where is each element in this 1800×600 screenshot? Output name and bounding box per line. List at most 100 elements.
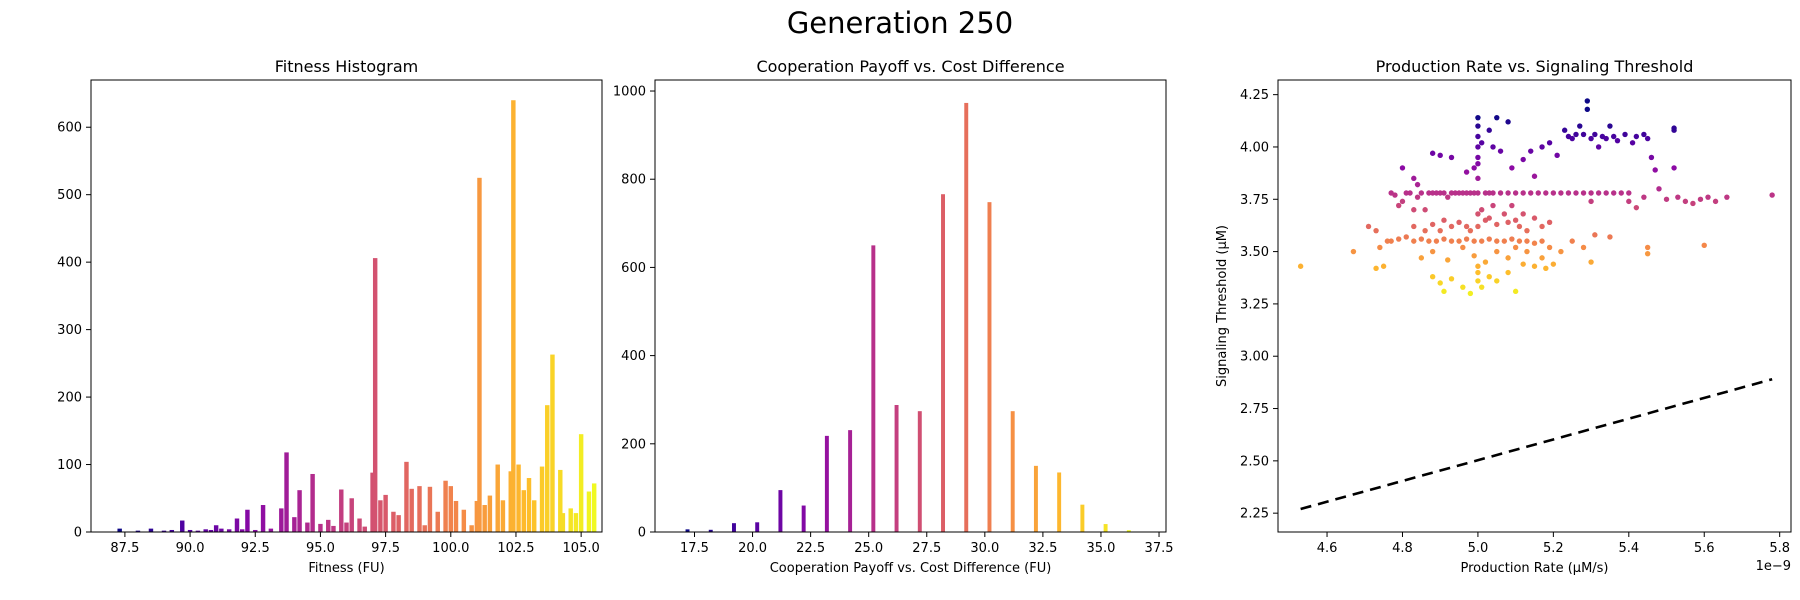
- scatter-point: [1475, 144, 1481, 150]
- axes-frame: [654, 79, 1167, 533]
- x-tick-label: 102.5: [497, 541, 534, 556]
- scatter-point: [1456, 190, 1462, 196]
- scatter-point: [1490, 190, 1496, 196]
- bar: [260, 505, 266, 532]
- y-tick-label: 3.75: [1240, 193, 1269, 208]
- scatter-point: [1520, 261, 1526, 267]
- scatter-point: [1494, 248, 1500, 255]
- scatter-point: [1411, 175, 1417, 182]
- bar: [531, 500, 537, 532]
- bar: [1080, 504, 1085, 532]
- scatter-point: [1588, 135, 1594, 142]
- scatter-point: [1607, 123, 1613, 129]
- scatter-point: [1448, 276, 1455, 282]
- bar: [169, 529, 175, 532]
- scatter-point: [1475, 269, 1481, 276]
- bar: [708, 529, 713, 532]
- x-tick-label: 100.0: [432, 541, 469, 556]
- scatter-point: [1471, 253, 1477, 259]
- scatter-point: [1505, 219, 1511, 225]
- bar: [161, 530, 167, 532]
- bar: [339, 489, 344, 532]
- bar: [469, 525, 474, 532]
- bar: [357, 518, 362, 532]
- scatter-point: [1411, 238, 1417, 244]
- bar: [848, 430, 853, 532]
- x-tick-label: 30.0: [970, 541, 999, 556]
- scatter-point: [1380, 263, 1387, 269]
- y-tick-label: 800: [621, 173, 646, 188]
- scatter-point: [1539, 255, 1545, 261]
- scatter-point: [1607, 234, 1613, 240]
- scatter-point: [1573, 131, 1579, 138]
- scatter-point: [1671, 165, 1677, 171]
- bar: [284, 452, 289, 532]
- bar: [349, 498, 354, 532]
- scatter-point: [1671, 125, 1677, 131]
- x-tick-label: 37.5: [1145, 541, 1174, 556]
- scatter-point: [1350, 248, 1357, 255]
- bar: [427, 486, 433, 532]
- scatter-point: [1475, 223, 1481, 230]
- scatter-point: [1569, 238, 1575, 244]
- bar: [871, 245, 876, 533]
- bar: [245, 509, 250, 532]
- scatter-point: [1569, 135, 1575, 142]
- scatter-point: [1467, 290, 1474, 297]
- bar: [539, 466, 545, 532]
- bar: [187, 529, 193, 532]
- bar: [213, 525, 219, 532]
- scatter-point: [1524, 248, 1530, 255]
- scatter-point: [1633, 204, 1640, 211]
- bar: [435, 511, 440, 532]
- scatter-point: [1592, 232, 1598, 238]
- bar: [558, 469, 563, 532]
- scatter-point: [1697, 196, 1704, 202]
- scatter-point: [1486, 236, 1492, 242]
- bar: [135, 530, 141, 532]
- y-tick-label: 400: [621, 349, 646, 364]
- scatter-point: [1463, 236, 1470, 242]
- scatter-point: [1626, 190, 1632, 196]
- scatter-point: [1399, 198, 1406, 205]
- scatter-point: [1644, 244, 1651, 251]
- y-tick-label: 3.00: [1240, 350, 1269, 365]
- x-tick-label: 17.5: [680, 541, 709, 556]
- scatter-point: [1437, 152, 1443, 159]
- y-tick-label: 2.25: [1240, 507, 1269, 522]
- y-tick-label: 0: [638, 526, 646, 541]
- bar: [987, 202, 992, 532]
- scatter-point: [1486, 274, 1492, 280]
- bar: [964, 102, 969, 533]
- trend-line: [1300, 377, 1773, 511]
- bar: [550, 354, 555, 532]
- scatter-point: [1505, 190, 1511, 196]
- x-tick-label: 27.5: [912, 541, 941, 556]
- scatter-point: [1475, 211, 1481, 217]
- scatter-point: [1475, 175, 1481, 182]
- x-tick-label: 4.6: [1317, 541, 1338, 556]
- scatter-point: [1592, 131, 1598, 138]
- chart-2: Cooperation Payoff vs. Cost Difference 17…: [613, 57, 1174, 576]
- bar: [511, 100, 516, 533]
- scatter-point: [1433, 190, 1440, 196]
- scatter-point: [1478, 207, 1485, 213]
- scatter-point: [1595, 144, 1602, 150]
- scatter-point: [1456, 219, 1462, 225]
- bar: [586, 491, 592, 532]
- scatter-point: [1388, 238, 1394, 244]
- bar: [685, 529, 690, 532]
- scatter-point: [1429, 190, 1436, 196]
- x-tick-label: 5.4: [1618, 541, 1639, 556]
- scatter-point: [1633, 133, 1640, 140]
- bar: [268, 528, 274, 532]
- scatter-point: [1724, 194, 1730, 200]
- x-tick-label: 5.8: [1769, 541, 1790, 556]
- scatter-point: [1644, 135, 1651, 142]
- scatter-point: [1573, 190, 1579, 196]
- scatter-point: [1414, 181, 1421, 188]
- scatter-point: [1426, 238, 1432, 244]
- bar: [894, 404, 899, 532]
- bar: [526, 478, 532, 532]
- bar: [148, 528, 154, 532]
